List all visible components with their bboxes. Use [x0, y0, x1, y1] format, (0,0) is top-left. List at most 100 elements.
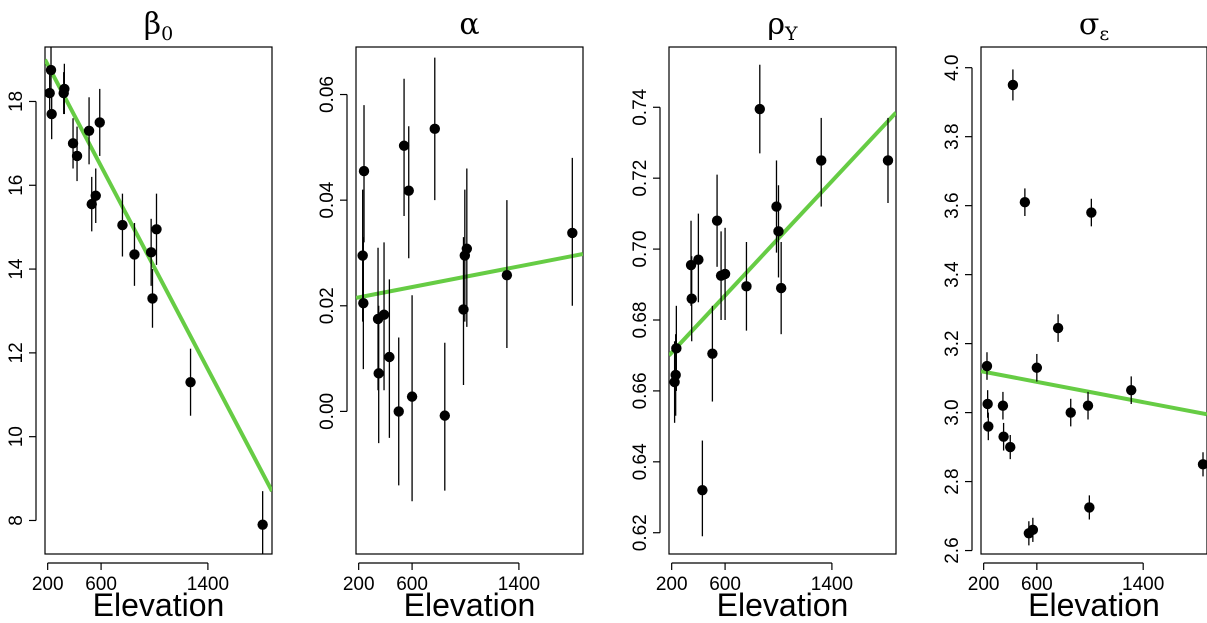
- data-point: [711, 215, 723, 226]
- data-point: [90, 190, 101, 201]
- x-tick-label: 600: [85, 574, 117, 595]
- x-axis-label: Elevation: [717, 587, 849, 623]
- x-tick-label: 200: [968, 574, 1000, 595]
- regression-line: [981, 369, 1207, 417]
- y-tick-label: 0.66: [630, 372, 651, 409]
- data-point: [1082, 400, 1094, 411]
- panel-title: ρY: [767, 7, 798, 45]
- x-axis-label: Elevation: [93, 587, 225, 623]
- y-tick-label: 3.6: [942, 192, 963, 218]
- plot-area: [981, 69, 1207, 546]
- data-point: [458, 304, 469, 315]
- panel-title-subscript: 0: [161, 23, 173, 45]
- x-tick-label: 600: [709, 574, 741, 595]
- x-axis-label: Elevation: [404, 587, 536, 623]
- y-tick-label: 0.00: [317, 393, 338, 430]
- y-tick-label: 10: [6, 426, 27, 447]
- x-tick-label: 600: [1021, 574, 1053, 595]
- data-point: [775, 282, 787, 294]
- data-point: [403, 185, 414, 196]
- data-point: [45, 64, 57, 76]
- data-point: [816, 155, 827, 166]
- data-point: [1126, 384, 1137, 396]
- data-point: [45, 87, 55, 99]
- y-tick-label: 16: [6, 175, 27, 196]
- y-tick-label: 2.8: [942, 468, 963, 494]
- panel-title: β0: [144, 7, 173, 45]
- x-tick-label: 200: [32, 574, 64, 595]
- data-point: [998, 431, 1009, 442]
- data-point: [693, 254, 704, 265]
- data-point: [117, 219, 128, 231]
- x-tick-label: 1400: [1122, 574, 1164, 595]
- plot-frame: [355, 46, 584, 555]
- y-tick-label: 0.70: [630, 231, 651, 268]
- data-point: [997, 400, 1009, 411]
- data-point: [1031, 362, 1043, 373]
- data-point: [697, 484, 708, 496]
- y-tick-label: 0.04: [317, 181, 338, 218]
- data-point: [257, 519, 268, 530]
- data-point: [384, 351, 395, 363]
- data-point: [151, 224, 162, 235]
- data-point: [439, 410, 450, 421]
- data-point: [670, 369, 681, 381]
- data-point: [429, 123, 440, 135]
- y-tick-label: 3.2: [942, 330, 963, 356]
- panel-title-symbol: α: [459, 7, 479, 42]
- data-point: [882, 155, 894, 166]
- data-point: [129, 249, 140, 260]
- data-point: [567, 227, 578, 239]
- panel-title: σε: [1079, 7, 1109, 45]
- data-point: [1007, 79, 1019, 91]
- panel-title-subscript: Y: [784, 23, 798, 45]
- y-tick-label: 0.72: [630, 160, 651, 197]
- data-point: [501, 269, 513, 281]
- data-point: [982, 398, 993, 410]
- data-point: [1005, 441, 1016, 453]
- data-point: [1065, 407, 1076, 418]
- plot-area: [356, 57, 583, 502]
- regression-line: [45, 58, 272, 493]
- data-point: [981, 360, 993, 372]
- x-axis-label: Elevation: [1028, 587, 1160, 623]
- plot-frame: [668, 46, 897, 555]
- y-tick-label: 3.0: [942, 399, 963, 425]
- y-tick-label: 0.68: [630, 302, 651, 339]
- y-tick-label: 3.8: [942, 123, 963, 149]
- data-point: [67, 138, 79, 149]
- data-point: [145, 247, 157, 258]
- data-point: [406, 391, 418, 402]
- x-tick-label: 1400: [811, 574, 853, 595]
- data-point: [707, 348, 718, 359]
- data-point: [1086, 207, 1097, 218]
- data-point: [373, 368, 384, 379]
- y-tick-label: 8: [6, 515, 27, 526]
- panel-title-subscript: ε: [1099, 23, 1109, 45]
- y-tick-label: 4.0: [942, 54, 963, 80]
- y-tick-label: 0.62: [630, 514, 651, 551]
- data-point: [719, 268, 731, 280]
- data-point: [147, 293, 158, 304]
- data-point: [771, 201, 782, 212]
- y-tick-label: 18: [6, 91, 27, 112]
- data-point: [1019, 197, 1031, 208]
- data-point: [393, 406, 404, 417]
- x-tick-label: 200: [343, 574, 375, 595]
- panel-title-symbol: β: [144, 7, 161, 42]
- data-point: [754, 103, 765, 115]
- data-point: [71, 150, 83, 162]
- plot-area: [45, 47, 272, 554]
- data-point: [1027, 524, 1039, 536]
- data-point: [983, 421, 994, 432]
- data-point: [46, 108, 57, 120]
- x-tick-label: 200: [656, 574, 688, 595]
- panel-title-symbol: σ: [1079, 7, 1099, 42]
- y-tick-label: 2.6: [942, 537, 963, 563]
- x-tick-label: 1400: [498, 574, 540, 595]
- data-point: [686, 293, 697, 304]
